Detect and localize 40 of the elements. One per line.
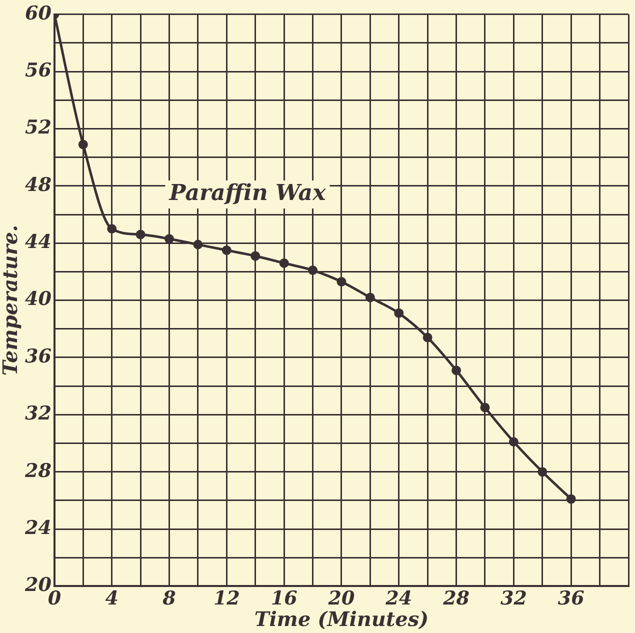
point bbox=[279, 258, 289, 268]
y-tick-label: 52 bbox=[24, 116, 52, 139]
point bbox=[78, 140, 88, 150]
x-tick-label: 16 bbox=[270, 588, 298, 610]
y-tick-label: 24 bbox=[24, 516, 52, 539]
y-tick-label: 56 bbox=[24, 60, 52, 82]
x-tick-label: 4 bbox=[105, 588, 118, 610]
point bbox=[336, 276, 346, 286]
y-tick-label: 40 bbox=[24, 288, 52, 310]
x-tick-label: 28 bbox=[442, 588, 470, 610]
y-tick-label: 28 bbox=[24, 460, 52, 482]
x-axis-title: Time (Minutes) bbox=[254, 607, 429, 632]
y-axis-title: Temperature. bbox=[0, 224, 22, 376]
x-tick-label: 20 bbox=[327, 588, 355, 610]
point bbox=[222, 246, 232, 256]
x-tick-label: 24 bbox=[384, 588, 412, 610]
y-tick-label: 48 bbox=[24, 174, 52, 196]
point bbox=[422, 332, 432, 342]
y-tick-label: 44 bbox=[24, 231, 52, 254]
point bbox=[538, 467, 548, 477]
point bbox=[250, 251, 260, 261]
point bbox=[452, 366, 462, 376]
point bbox=[107, 224, 117, 234]
point bbox=[566, 494, 576, 504]
point bbox=[394, 308, 404, 318]
x-tick-label: 32 bbox=[500, 588, 527, 610]
y-tick-label: 36 bbox=[24, 345, 52, 368]
x-tick-label: 36 bbox=[558, 588, 584, 610]
x-tick-label: 8 bbox=[162, 588, 176, 610]
y-tick-label: 60 bbox=[24, 2, 52, 24]
point bbox=[193, 240, 203, 250]
y-tick-label: 32 bbox=[24, 402, 52, 425]
x-tick-label: 12 bbox=[213, 588, 240, 610]
series-label: Paraffin Wax bbox=[168, 180, 327, 206]
point bbox=[136, 230, 146, 240]
point bbox=[365, 292, 375, 302]
point bbox=[308, 266, 318, 276]
point bbox=[508, 437, 518, 447]
point bbox=[164, 234, 174, 244]
point bbox=[480, 402, 490, 412]
